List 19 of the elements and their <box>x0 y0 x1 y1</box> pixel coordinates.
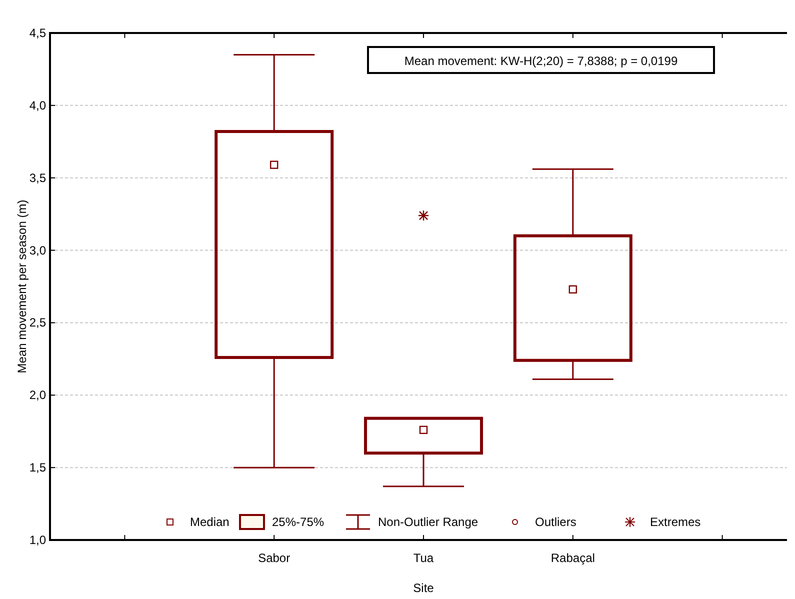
y-tick-label: 2,5 <box>29 316 46 330</box>
y-tick-label: 2,0 <box>29 388 46 402</box>
annotation: Median <box>190 515 230 529</box>
x-tick-label: Tua <box>413 551 434 565</box>
y-axis-title: Mean movement per season (m) <box>15 200 29 374</box>
annotation: Outliers <box>535 515 576 529</box>
y-tick-label: 1,5 <box>29 460 46 475</box>
y-tick-label: 3,5 <box>29 170 46 185</box>
annotation: Extremes <box>650 515 701 529</box>
y-tick-label: 1,0 <box>29 533 46 547</box>
annotation: Mean movement: KW-H(2;20) = 7,8388; p = 0,0199 <box>404 54 678 68</box>
y-tick-label: 4,5 <box>29 26 46 40</box>
y-tick-label: 4,0 <box>29 98 46 112</box>
x-tick-label: Sabor <box>258 551 290 565</box>
x-tick-label: Rabaçal <box>550 551 595 565</box>
y-tick-label: 3,0 <box>29 243 46 258</box>
annotation: 25%-75% <box>272 515 324 529</box>
annotation: Non-Outlier Range <box>378 515 478 529</box>
x-axis-title: Site <box>413 581 434 595</box>
